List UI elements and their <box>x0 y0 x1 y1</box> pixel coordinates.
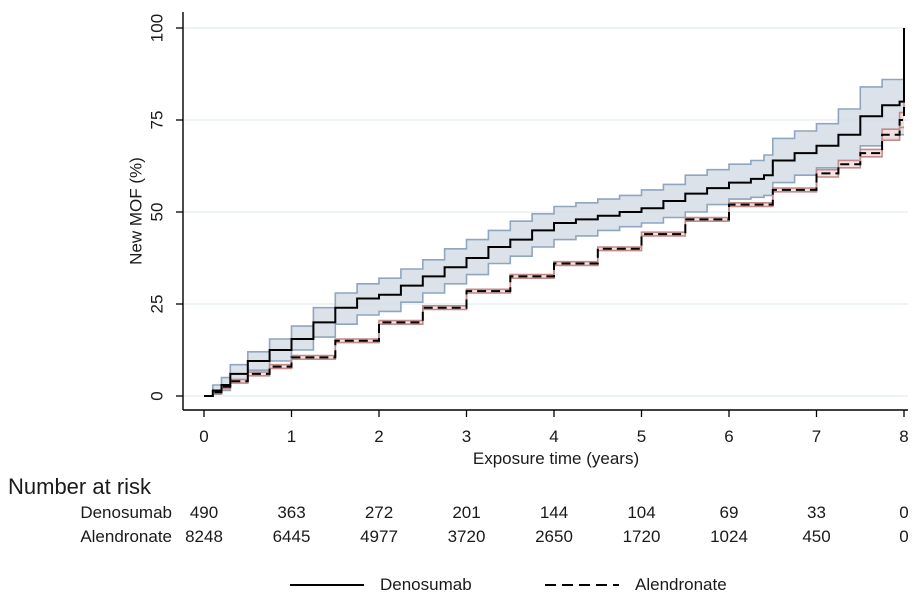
legend-dashed-line-icon <box>545 584 619 586</box>
legend-label: Alendronate <box>635 575 727 594</box>
risk-cell: 33 <box>807 503 826 522</box>
x-axis-title: Exposure time (years) <box>473 449 639 468</box>
risk-cell: 201 <box>452 503 481 522</box>
x-tick-label: 2 <box>374 427 383 446</box>
x-tick-label: 3 <box>462 427 471 446</box>
y-tick-label: 75 <box>148 111 167 130</box>
series-line-denosumab <box>204 28 905 397</box>
y-tick-label: 0 <box>148 391 167 400</box>
risk-cell: 0 <box>899 503 909 522</box>
risk-cell: 272 <box>364 503 394 522</box>
risk-cell: 363 <box>277 503 306 522</box>
legend: Denosumab Alendronate <box>0 575 914 599</box>
risk-row-alendronate: Alendronate 8248 6445 4977 3720 2650 1720 1024… <box>0 527 914 551</box>
x-tick-label: 7 <box>812 427 821 446</box>
risk-cell: 6445 <box>272 527 311 546</box>
risk-row-label: Alendronate <box>80 527 172 546</box>
risk-cell: 490 <box>189 503 219 522</box>
risk-cell: 144 <box>539 503 569 522</box>
risk-row-label: Denosumab <box>80 503 172 522</box>
km-chart: 0 25 50 75 100 0 1 2 3 4 5 6 7 8 Exposure time (years)… <box>127 12 909 468</box>
x-tick-label: 5 <box>637 427 646 446</box>
x-tick-label: 1 <box>287 427 296 446</box>
risk-cell: 8248 <box>185 527 223 546</box>
legend-item-alendronate: Alendronate <box>545 575 727 595</box>
risk-cell: 0 <box>899 527 909 546</box>
risk-cell: 450 <box>802 527 831 546</box>
legend-solid-line-icon <box>290 584 364 586</box>
legend-label: Denosumab <box>380 575 472 594</box>
risk-row-denosumab: Denosumab 490 363 272 201 144 104 69 33 0 <box>0 503 914 527</box>
y-axis-title: New MOF (%) <box>127 157 146 265</box>
risk-cell: 3720 <box>447 527 486 546</box>
risk-table-title: Number at risk <box>8 474 152 499</box>
y-tick-label: 50 <box>148 203 167 222</box>
risk-cell: 4977 <box>360 527 398 546</box>
y-tick-label: 100 <box>148 14 167 42</box>
legend-item-denosumab: Denosumab <box>290 575 472 595</box>
series-line-alendronate <box>204 28 905 397</box>
risk-cell: 1024 <box>710 527 748 546</box>
risk-cell: 1720 <box>622 527 661 546</box>
risk-cell: 2650 <box>535 527 573 546</box>
x-tick-label: 4 <box>549 427 558 446</box>
x-tick-label: 6 <box>724 427 733 446</box>
risk-cell: 104 <box>627 503 656 522</box>
ci-upper-denosumab <box>204 28 905 397</box>
ci-lower-denosumab <box>204 133 904 397</box>
x-tick-label: 0 <box>199 427 208 446</box>
x-tick-label: 8 <box>899 427 908 446</box>
risk-cell: 69 <box>719 503 739 522</box>
y-tick-label: 25 <box>148 295 167 314</box>
